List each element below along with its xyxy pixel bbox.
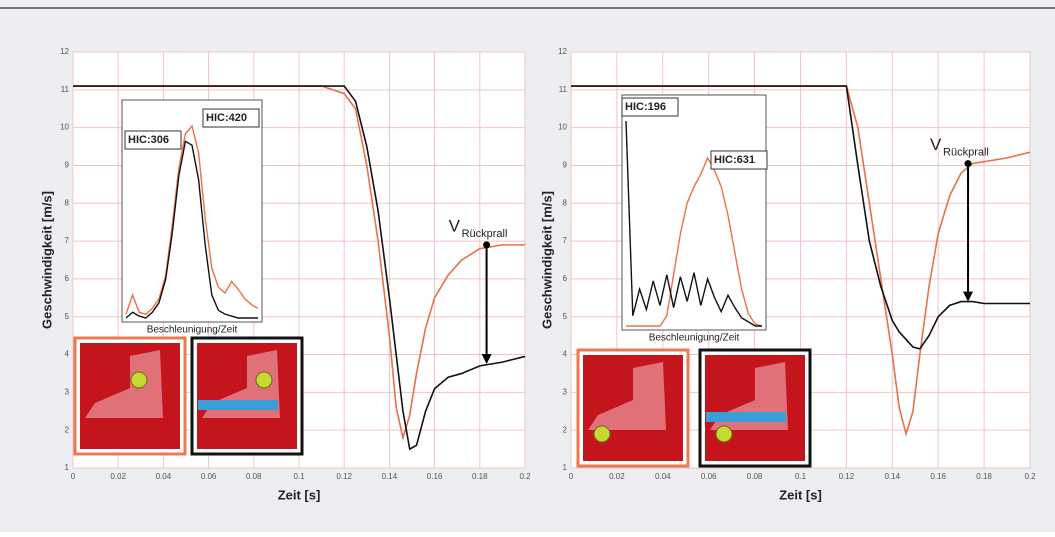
figure: 12345678910111200.020.040.060.080.10.120…: [0, 0, 1055, 532]
x-axis-label: Zeit [s]: [278, 487, 321, 502]
y-tick-label: 4: [65, 350, 70, 359]
x-tick-label: 0.06: [701, 472, 717, 481]
y-tick-label: 9: [65, 161, 70, 170]
x-tick-label: 0.2: [1024, 472, 1036, 481]
y-axis-label: Geschwindigkeit [m/s]: [539, 191, 554, 329]
y-axis-label: Geschwindigkeit [m/s]: [39, 191, 54, 329]
crash-photo: [700, 350, 810, 466]
hic-label: HIC:196: [625, 101, 666, 113]
x-tick-label: 0: [569, 472, 574, 481]
x-tick-label: 0.1: [293, 472, 305, 481]
y-tick-label: 2: [65, 425, 70, 434]
y-tick-label: 10: [60, 123, 69, 132]
y-tick-label: 7: [563, 236, 568, 245]
crash-photo: [578, 350, 688, 466]
annotation-main: V: [449, 216, 461, 235]
hic-label: HIC:420: [206, 112, 247, 124]
y-tick-label: 8: [65, 198, 70, 207]
x-tick-label: 0.18: [976, 472, 992, 481]
y-tick-label: 1: [65, 463, 70, 472]
x-tick-label: 0.14: [885, 472, 901, 481]
x-tick-label: 0.14: [382, 472, 398, 481]
x-tick-label: 0.06: [201, 472, 217, 481]
y-tick-label: 1: [563, 463, 568, 472]
y-tick-label: 6: [65, 274, 70, 283]
y-tick-label: 3: [65, 387, 70, 396]
inset-label: Beschleunigung/Zeit: [147, 325, 238, 336]
annotation-sub: Rückprall: [462, 228, 508, 240]
y-tick-label: 5: [65, 312, 70, 321]
y-tick-label: 3: [563, 387, 568, 396]
x-tick-label: 0.1: [795, 472, 807, 481]
y-tick-label: 7: [65, 236, 70, 245]
x-tick-label: 0.08: [747, 472, 763, 481]
y-tick-label: 6: [563, 274, 568, 283]
x-tick-label: 0.16: [427, 472, 443, 481]
inset-frame: [622, 95, 766, 330]
hic-label: HIC:631: [714, 154, 755, 166]
arrow-dot: [965, 160, 972, 167]
photo-impactor: [716, 426, 732, 442]
arrow-dot: [483, 241, 490, 248]
y-tick-label: 9: [563, 161, 568, 170]
y-tick-label: 12: [60, 47, 69, 56]
photo-impactor: [594, 426, 610, 442]
y-tick-label: 4: [563, 350, 568, 359]
x-tick-label: 0.18: [472, 472, 488, 481]
x-tick-label: 0.12: [839, 472, 855, 481]
y-tick-label: 2: [563, 425, 568, 434]
x-tick-label: 0.02: [110, 472, 126, 481]
y-tick-label: 8: [563, 198, 568, 207]
x-tick-label: 0.12: [336, 472, 352, 481]
y-tick-label: 12: [558, 47, 567, 56]
y-tick-label: 10: [558, 123, 567, 132]
photo-impactor: [131, 372, 147, 388]
x-axis-label: Zeit [s]: [779, 487, 822, 502]
x-tick-label: 0.04: [156, 472, 172, 481]
x-tick-label: 0.02: [609, 472, 625, 481]
inset-label: Beschleunigung/Zeit: [649, 333, 740, 344]
photo-impactor: [256, 372, 272, 388]
hic-label: HIC:306: [128, 134, 169, 146]
crash-photo: [192, 338, 302, 454]
x-tick-label: 0.2: [519, 472, 531, 481]
photo-bumper: [198, 400, 278, 410]
photo-bumper: [706, 412, 786, 422]
x-tick-label: 0.04: [655, 472, 671, 481]
x-tick-label: 0: [71, 472, 76, 481]
crash-photo: [75, 338, 185, 454]
y-tick-label: 5: [563, 312, 568, 321]
annotation-main: V: [930, 135, 942, 154]
y-tick-label: 11: [61, 85, 70, 94]
y-tick-label: 11: [559, 85, 568, 94]
x-tick-label: 0.08: [246, 472, 262, 481]
x-tick-label: 0.16: [930, 472, 946, 481]
annotation-sub: Rückprall: [943, 146, 989, 158]
